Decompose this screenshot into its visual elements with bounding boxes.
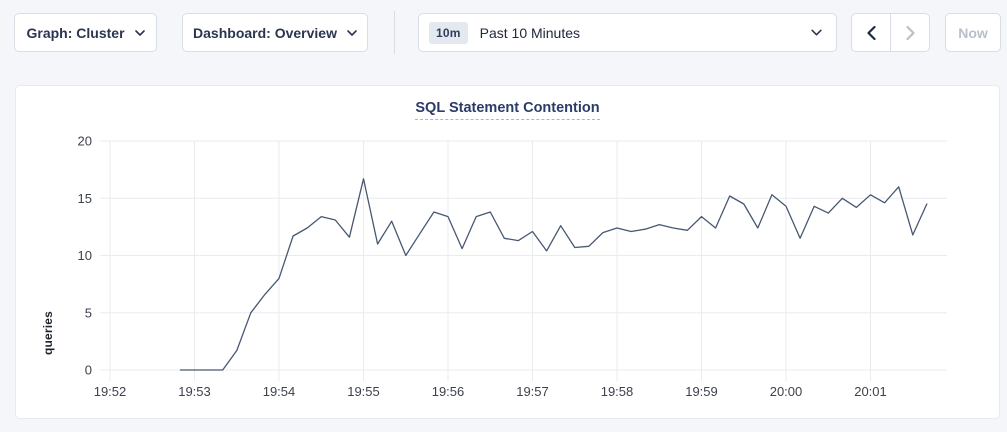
contention-line-chart[interactable]: 0 5 10 15 20 19:52 19:53 19:54 19:55 19:56 19:57 19…	[16, 86, 999, 418]
chevron-left-icon	[866, 25, 876, 40]
time-range-dropdown[interactable]: 10m Past 10 Minutes	[418, 13, 837, 52]
x-tick-label: 19:55	[347, 384, 380, 399]
chevron-right-icon	[905, 25, 915, 40]
graph-dropdown[interactable]: Graph: Cluster	[14, 13, 157, 52]
time-shift-button-group	[851, 13, 930, 52]
y-tick-label: 0	[85, 363, 92, 378]
chevron-down-icon	[134, 29, 145, 36]
time-shift-forward-button[interactable]	[890, 14, 929, 51]
y-tick-label: 15	[78, 191, 92, 206]
x-tick-label: 20:00	[770, 384, 803, 399]
y-tick-label: 10	[78, 248, 92, 263]
x-tick-label: 19:52	[94, 384, 127, 399]
time-shift-back-button[interactable]	[852, 14, 890, 51]
chart-title: SQL Statement Contention	[16, 99, 999, 120]
dashboard-dropdown[interactable]: Dashboard: Overview	[182, 13, 368, 52]
x-tick-label: 19:56	[432, 384, 465, 399]
time-range-badge: 10m	[429, 21, 468, 44]
y-tick-label: 20	[78, 134, 92, 149]
now-button-label: Now	[958, 24, 988, 41]
graph-dropdown-label: Graph: Cluster	[26, 24, 125, 41]
chart-area: 0 5 10 15 20 19:52 19:53 19:54 19:55 19:56 19:57 19…	[16, 86, 999, 418]
x-tick-label: 19:54	[263, 384, 296, 399]
x-tick-label: 19:57	[516, 384, 549, 399]
toolbar-divider	[394, 11, 395, 54]
x-tick-label: 19:53	[178, 384, 211, 399]
x-tick-label: 19:58	[601, 384, 634, 399]
x-tick-label: 19:59	[685, 384, 718, 399]
chevron-down-icon	[811, 29, 822, 36]
chevron-down-icon	[347, 29, 357, 36]
time-range-label: Past 10 Minutes	[479, 24, 581, 41]
chart-panel: SQL Statement Contention 0 5 10 15 20 19:52 19…	[15, 85, 1000, 419]
x-tick-label: 20:01	[854, 384, 887, 399]
now-button[interactable]: Now	[945, 13, 1001, 52]
chart-title-text[interactable]: SQL Statement Contention	[415, 100, 600, 120]
dashboard-dropdown-label: Dashboard: Overview	[193, 24, 337, 41]
y-tick-label: 5	[85, 305, 92, 320]
series-line-queries	[179, 178, 928, 371]
y-axis-label: queries	[41, 310, 55, 356]
